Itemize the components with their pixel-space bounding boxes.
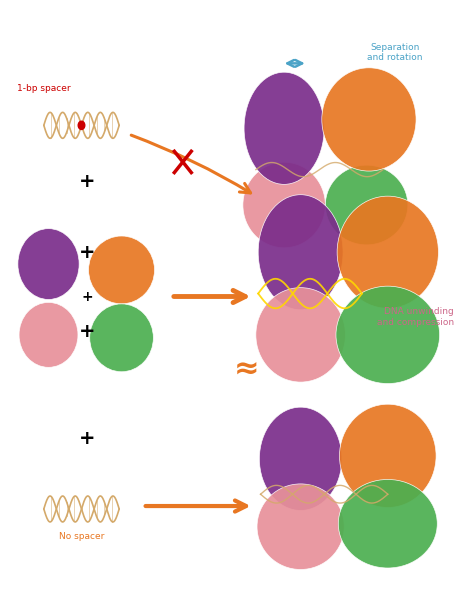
Ellipse shape	[322, 68, 416, 171]
Ellipse shape	[90, 304, 154, 372]
Text: ≈: ≈	[234, 356, 259, 385]
Text: +: +	[79, 429, 96, 448]
Ellipse shape	[19, 302, 78, 367]
Text: +: +	[79, 323, 96, 342]
Ellipse shape	[244, 72, 324, 184]
Text: +: +	[79, 172, 96, 191]
Ellipse shape	[257, 484, 344, 569]
Ellipse shape	[339, 404, 436, 508]
Ellipse shape	[258, 195, 343, 310]
Ellipse shape	[338, 480, 438, 568]
Text: +: +	[79, 243, 96, 262]
Ellipse shape	[256, 288, 346, 382]
Ellipse shape	[89, 236, 155, 304]
Text: +: +	[82, 289, 93, 304]
Ellipse shape	[336, 286, 439, 384]
Ellipse shape	[259, 407, 342, 511]
Ellipse shape	[18, 229, 79, 299]
Text: No spacer: No spacer	[59, 533, 104, 541]
Ellipse shape	[243, 162, 325, 248]
Ellipse shape	[337, 196, 438, 308]
Text: DNA unwinding
and compression: DNA unwinding and compression	[377, 307, 454, 327]
Circle shape	[78, 121, 85, 129]
Text: Separation
and rotation: Separation and rotation	[367, 43, 423, 62]
Text: 1-bp spacer: 1-bp spacer	[17, 84, 71, 93]
Ellipse shape	[325, 165, 408, 245]
